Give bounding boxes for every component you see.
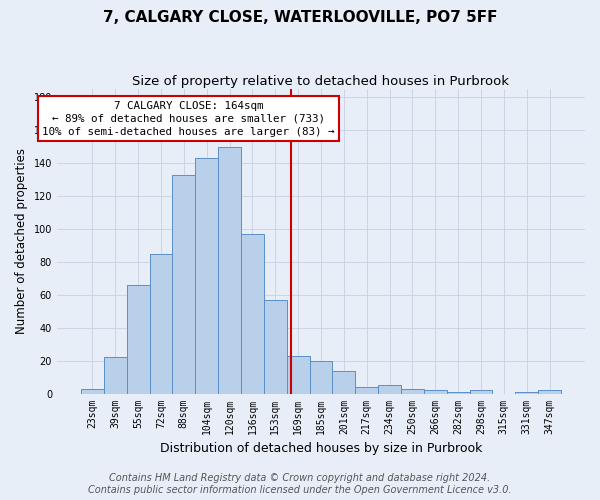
Text: Contains HM Land Registry data © Crown copyright and database right 2024.
Contai: Contains HM Land Registry data © Crown c…	[88, 474, 512, 495]
Bar	[218, 147, 241, 394]
Bar	[81, 388, 104, 394]
X-axis label: Distribution of detached houses by size in Purbrook: Distribution of detached houses by size …	[160, 442, 482, 455]
Bar	[287, 356, 310, 394]
Bar	[355, 387, 378, 394]
Text: 7, CALGARY CLOSE, WATERLOOVILLE, PO7 5FF: 7, CALGARY CLOSE, WATERLOOVILLE, PO7 5FF	[103, 10, 497, 25]
Bar	[401, 388, 424, 394]
Bar	[172, 174, 195, 394]
Bar	[127, 285, 149, 394]
Bar	[149, 254, 172, 394]
Bar	[446, 392, 470, 394]
Bar	[515, 392, 538, 394]
Bar	[195, 158, 218, 394]
Bar	[424, 390, 446, 394]
Bar	[378, 386, 401, 394]
Bar	[104, 358, 127, 394]
Bar	[241, 234, 264, 394]
Title: Size of property relative to detached houses in Purbrook: Size of property relative to detached ho…	[133, 75, 509, 88]
Bar	[264, 300, 287, 394]
Bar	[470, 390, 493, 394]
Bar	[332, 370, 355, 394]
Text: 7 CALGARY CLOSE: 164sqm
← 89% of detached houses are smaller (733)
10% of semi-d: 7 CALGARY CLOSE: 164sqm ← 89% of detache…	[42, 100, 335, 137]
Y-axis label: Number of detached properties: Number of detached properties	[15, 148, 28, 334]
Bar	[310, 360, 332, 394]
Bar	[538, 390, 561, 394]
